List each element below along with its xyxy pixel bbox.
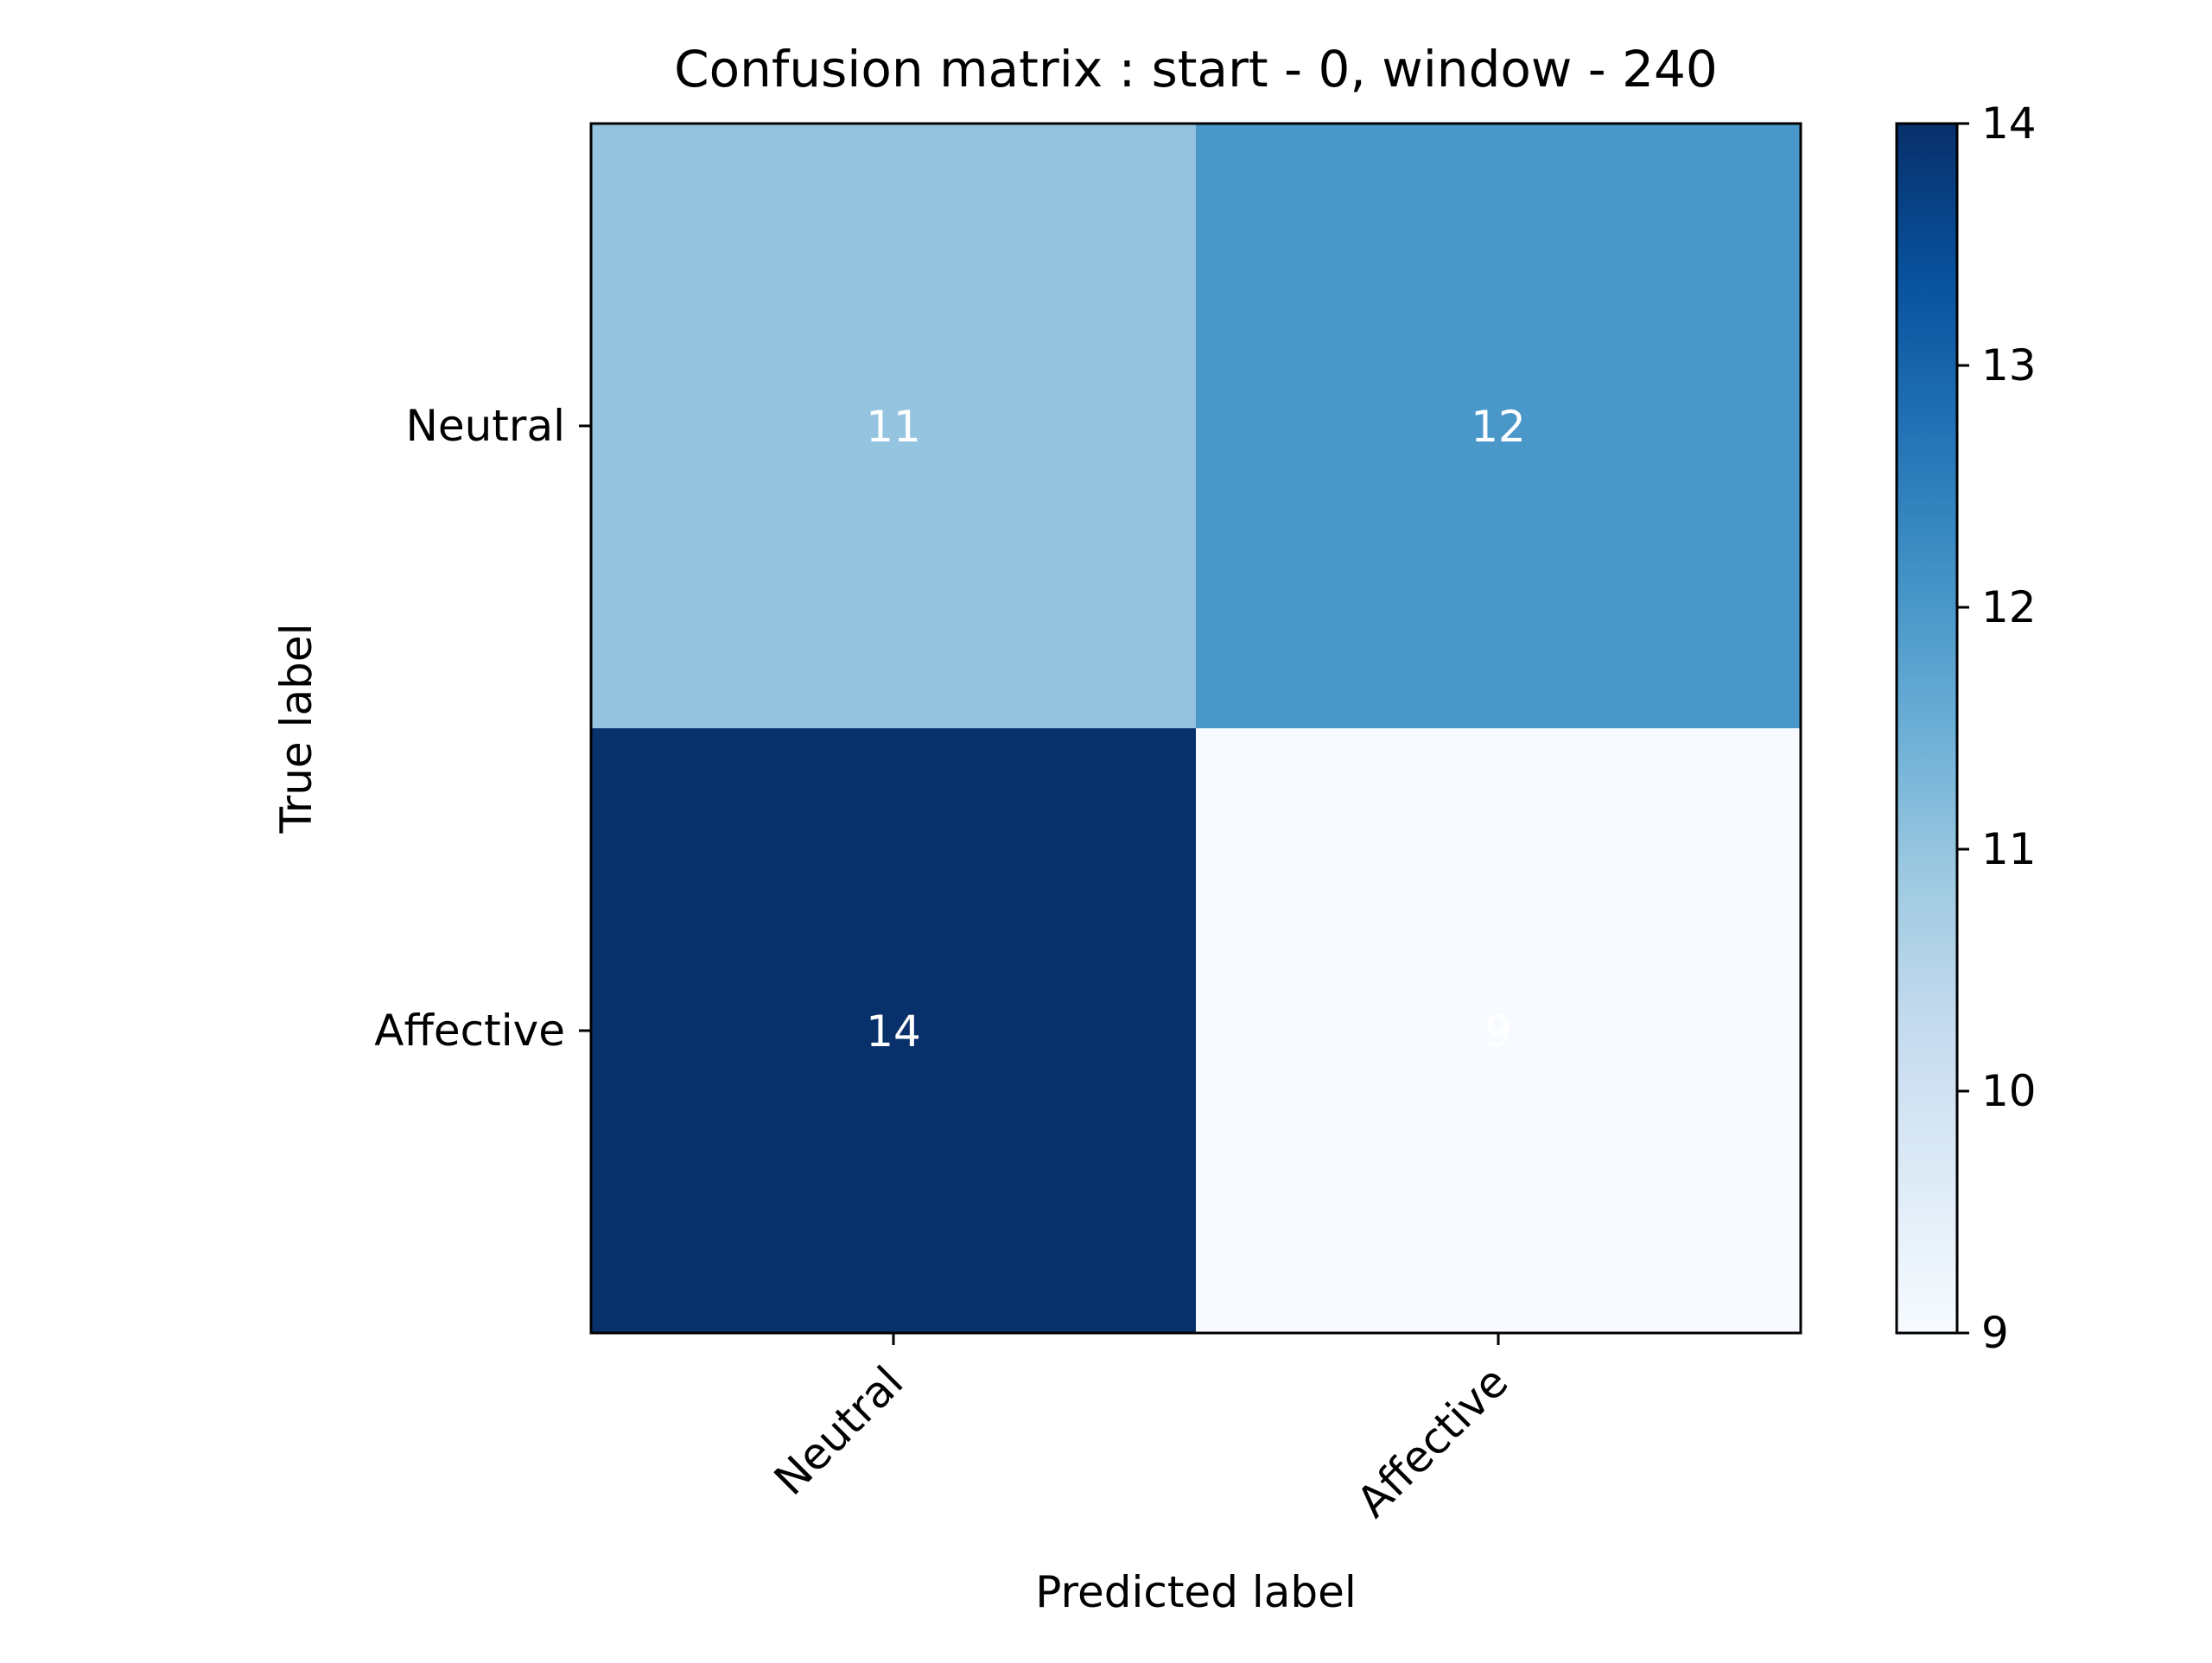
x-tick-label: Neutral <box>765 1356 913 1505</box>
colorbar-tick-label: 12 <box>1981 582 2037 632</box>
colorbar-tick-label: 13 <box>1981 340 2037 390</box>
heatmap-cell-r1-c1 <box>1196 728 1801 1333</box>
x-axis-ticks: Neutral Affective <box>765 1333 1517 1527</box>
colorbar-tick-label: 9 <box>1981 1308 2009 1358</box>
heatmap-cell-r0-c0 <box>591 124 1196 728</box>
heatmap-cell-r0-c1 <box>1196 124 1801 728</box>
x-axis-label: Predicted label <box>1035 1567 1357 1617</box>
y-axis-label: True label <box>271 623 321 834</box>
cell-value-label-r0-c1: 12 <box>1471 402 1526 452</box>
colorbar <box>1895 122 1959 1335</box>
cell-value-label-r0-c0: 11 <box>866 402 921 452</box>
plot-frame <box>589 122 1802 1335</box>
colorbar-ticks: 9 10 11 12 13 14 <box>1957 98 2037 1358</box>
cell-value-label-r1-c1: 9 <box>1484 1006 1512 1057</box>
colorbar-tick-label: 10 <box>1981 1066 2037 1116</box>
x-tick-label: Affective <box>1347 1356 1517 1527</box>
colorbar-tick-label: 11 <box>1981 824 2037 874</box>
heatmap-cell-r1-c0 <box>591 728 1196 1333</box>
cell-value-label-r1-c0: 14 <box>866 1006 921 1057</box>
y-tick-label: Neutral <box>405 401 565 451</box>
chart-title: Confusion matrix : start - 0, window - 2… <box>674 40 1718 98</box>
colorbar-tick-label: 14 <box>1981 98 2037 149</box>
heatmap-cells: 11 12 14 9 <box>591 124 1801 1333</box>
y-axis-ticks: Neutral Affective <box>374 401 591 1056</box>
y-tick-label: Affective <box>374 1006 565 1056</box>
